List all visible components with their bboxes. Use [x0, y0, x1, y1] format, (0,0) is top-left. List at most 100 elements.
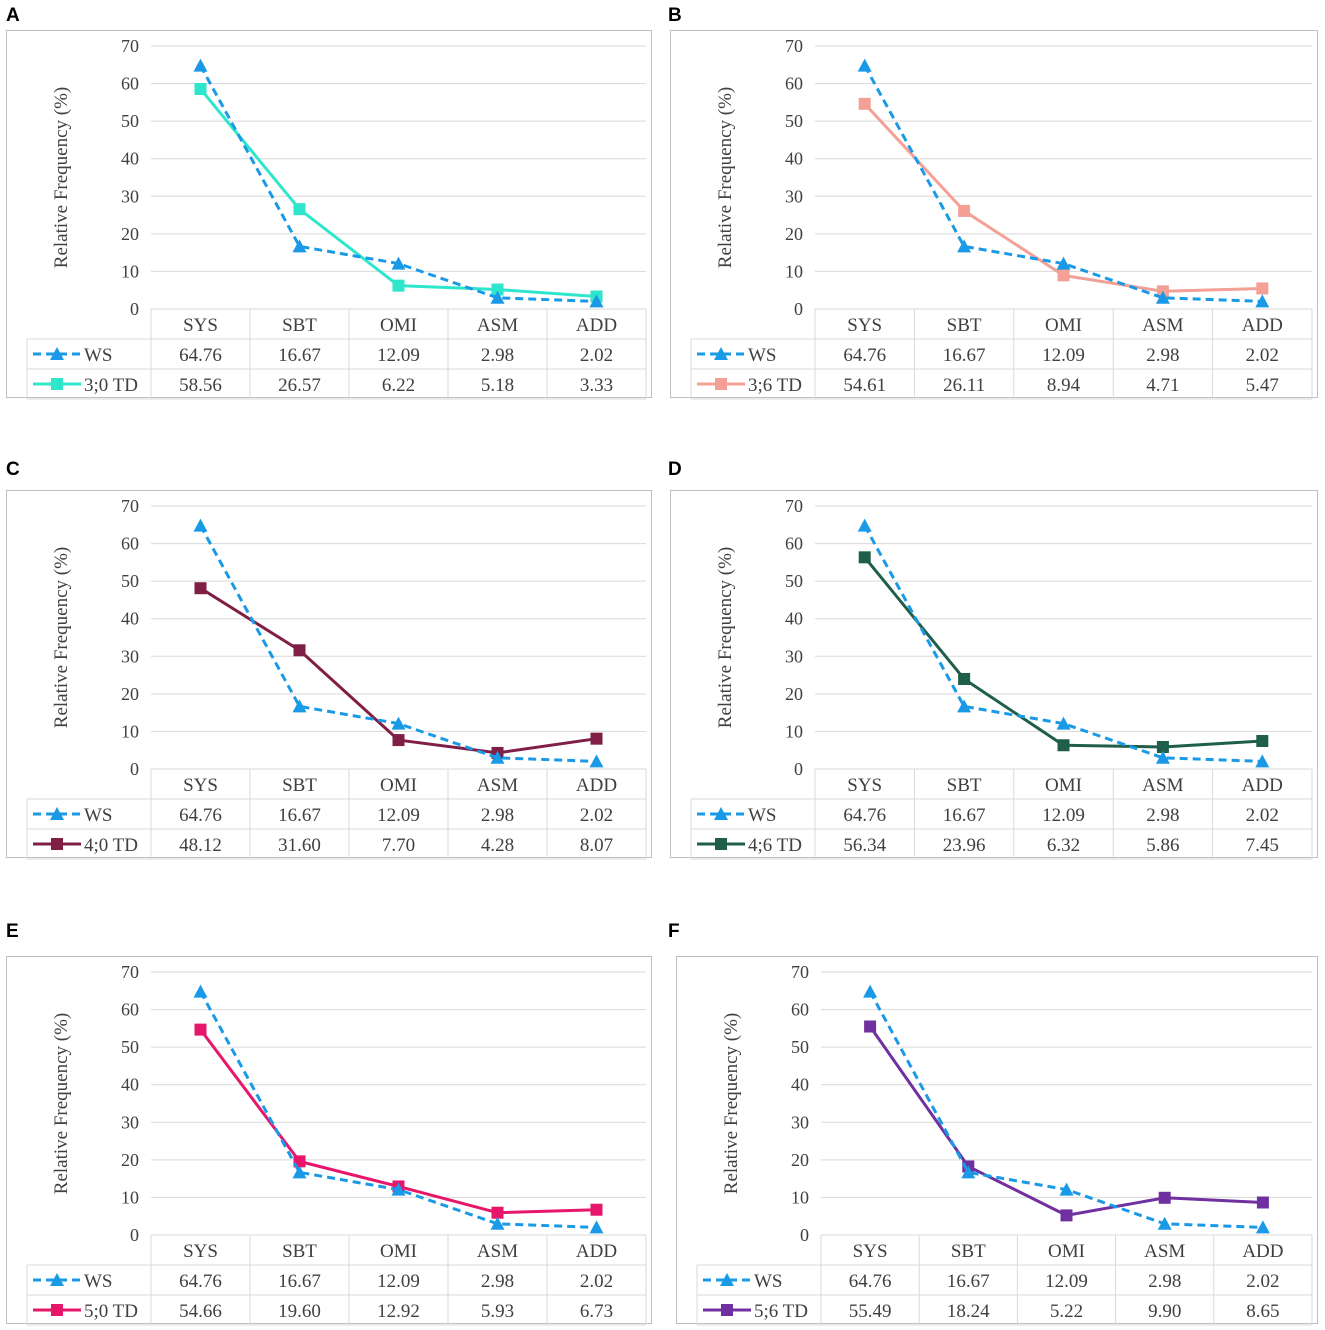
data-point [193, 58, 208, 72]
table-cell-value: 2.98 [1148, 1271, 1181, 1292]
table-cell-value: 12.09 [1045, 1271, 1088, 1292]
table-cell-value: 6.73 [580, 1301, 613, 1322]
data-point [1256, 735, 1269, 748]
y-axis-label: Relative Frequency (%) [51, 1013, 72, 1194]
data-point [961, 1165, 976, 1179]
chart-svg: 0 10 20 30 40 50 60 70 Relative Frequency (%) SYS… [26, 962, 647, 1326]
table-cell-value: 6.22 [382, 375, 415, 396]
legend-marker [714, 347, 728, 360]
y-tick-label: 30 [121, 186, 139, 206]
table-cell-value: 2.98 [1146, 345, 1179, 366]
y-tick-label: 0 [794, 299, 803, 319]
table-cell-value: 4.71 [1146, 375, 1179, 396]
data-point [1057, 269, 1070, 282]
y-tick-label: 40 [791, 1075, 809, 1095]
table-cell-value: 16.67 [947, 1271, 990, 1292]
y-tick-label: 40 [121, 149, 139, 169]
data-point [392, 279, 405, 292]
y-tick-label: 40 [121, 609, 139, 629]
table-cell-value: 16.67 [943, 345, 986, 366]
panel-letter-c: C [6, 459, 20, 480]
x-tick-label: SYS [847, 315, 882, 336]
table-cell-value: 64.76 [179, 805, 222, 826]
y-axis-label: Relative Frequency (%) [51, 87, 72, 268]
table-cell-value: 2.98 [481, 1271, 514, 1292]
table-cell-value: 2.02 [580, 805, 613, 826]
table-cell-value: 31.60 [278, 835, 321, 856]
data-point [1057, 739, 1070, 752]
data-point [194, 1023, 207, 1036]
legend-label: 3;6 TD [748, 375, 802, 396]
x-tick-label: SBT [947, 775, 982, 796]
x-tick-label: SBT [947, 315, 982, 336]
data-point [858, 97, 871, 110]
panel-letter-f: F [668, 921, 680, 942]
table-cell-value: 12.09 [377, 805, 420, 826]
table-cell-value: 58.56 [179, 375, 222, 396]
x-tick-label: SYS [853, 1241, 888, 1262]
data-point [293, 203, 306, 216]
y-tick-label: 50 [121, 571, 139, 591]
y-tick-label: 70 [121, 36, 139, 56]
table-cell-value: 5.86 [1146, 835, 1179, 856]
data-point [391, 256, 406, 270]
chart-panel-e: 0 10 20 30 40 50 60 70 Relative Frequency (%) SYS… [6, 956, 652, 1326]
data-point [293, 644, 306, 657]
y-tick-label: 30 [785, 646, 803, 666]
y-axis-label: Relative Frequency (%) [721, 1013, 742, 1194]
x-tick-label: OMI [1045, 775, 1082, 796]
y-tick-label: 50 [785, 571, 803, 591]
table-cell-value: 64.76 [849, 1271, 892, 1292]
x-tick-label: OMI [380, 1241, 417, 1262]
data-point [193, 984, 208, 998]
y-tick-label: 60 [791, 1000, 809, 1020]
data-point [857, 518, 872, 532]
data-point [857, 58, 872, 72]
table-cell-value: 16.67 [943, 805, 986, 826]
y-tick-label: 70 [785, 36, 803, 56]
table-cell-value: 5.47 [1246, 375, 1279, 396]
data-point [1155, 290, 1170, 304]
y-tick-label: 0 [794, 759, 803, 779]
chart-panel-f: 0 10 20 30 40 50 60 70 Relative Frequency (%) SYS… [676, 956, 1318, 1326]
data-point [864, 1020, 877, 1033]
chart-svg: 0 10 20 30 40 50 60 70 Relative Frequency (%) SYS… [690, 36, 1313, 400]
x-tick-label: OMI [1048, 1241, 1085, 1262]
data-point [1255, 754, 1270, 768]
data-point [490, 750, 505, 764]
x-tick-label: ADD [1242, 775, 1283, 796]
table-cell-value: 16.67 [278, 345, 321, 366]
y-tick-label: 10 [785, 721, 803, 741]
table-cell-value: 64.76 [843, 345, 886, 366]
x-tick-label: ADD [576, 1241, 617, 1262]
y-tick-label: 60 [121, 1000, 139, 1020]
legend-marker [721, 1304, 733, 1316]
data-point [589, 294, 604, 308]
y-tick-label: 30 [785, 186, 803, 206]
legend-label: 5;0 TD [84, 1301, 138, 1322]
y-tick-label: 20 [121, 1150, 139, 1170]
legend-marker [50, 1273, 64, 1286]
x-tick-label: ASM [1142, 775, 1183, 796]
data-point [392, 734, 405, 747]
table-cell-value: 3.33 [580, 375, 613, 396]
data-point [491, 1206, 504, 1219]
y-tick-label: 0 [130, 759, 139, 779]
table-cell-value: 16.67 [278, 805, 321, 826]
data-point [1158, 1191, 1171, 1204]
data-point [391, 716, 406, 730]
data-point [1255, 294, 1270, 308]
data-point [292, 239, 307, 253]
y-tick-label: 10 [121, 721, 139, 741]
table-cell-value: 12.09 [1042, 345, 1085, 366]
y-tick-label: 0 [800, 1225, 809, 1245]
table-cell-value: 23.96 [943, 835, 986, 856]
legend-marker [715, 378, 727, 390]
table-cell-value: 7.70 [382, 835, 415, 856]
table-cell-value: 5.18 [481, 375, 514, 396]
y-tick-label: 60 [785, 534, 803, 554]
x-tick-label: SYS [183, 1241, 218, 1262]
table-cell-value: 8.94 [1047, 375, 1081, 396]
data-point [1060, 1209, 1073, 1222]
table-cell-value: 7.45 [1246, 835, 1279, 856]
